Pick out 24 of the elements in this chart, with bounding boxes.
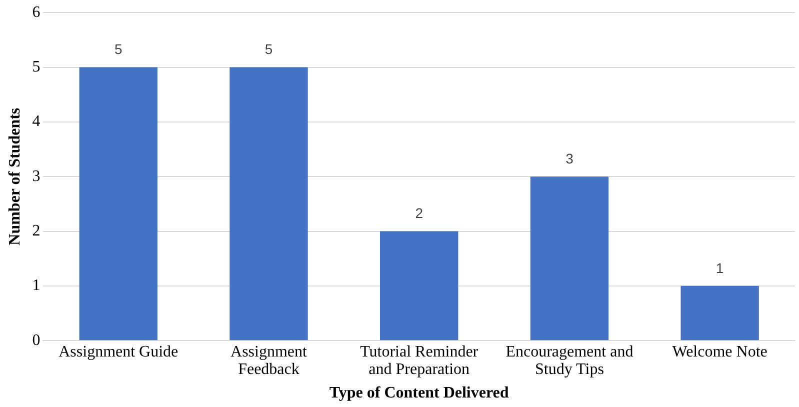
- data-label: 5: [114, 41, 122, 58]
- data-label: 1: [716, 260, 724, 276]
- y-axis-title: Number of Students: [6, 108, 24, 246]
- y-tick-label: 3: [32, 168, 40, 185]
- bar: [530, 176, 609, 340]
- x-tick-label: Welcome Note: [672, 344, 768, 361]
- data-label: 5: [264, 41, 273, 58]
- x-tick-label: Tutorial Reminder and Preparation: [360, 344, 479, 378]
- bar: [230, 67, 308, 340]
- x-tick-label: Assignment Feedback: [230, 344, 308, 378]
- y-tick-label: 2: [32, 222, 40, 240]
- bar: [380, 231, 458, 340]
- x-tick-label: Assignment Guide: [58, 344, 178, 361]
- y-tick-label: 1: [32, 277, 40, 294]
- data-label: 3: [566, 150, 574, 166]
- x-tick-label: Encouragement and Study Tips: [506, 344, 634, 378]
- bar: [79, 67, 158, 340]
- bar: [680, 286, 759, 340]
- y-tick-label: 4: [32, 113, 40, 130]
- y-tick-label: 0: [32, 332, 40, 349]
- x-axis-title: Type of Content Delivered: [329, 384, 509, 402]
- data-label: 2: [415, 205, 424, 222]
- y-tick-label: 6: [32, 4, 40, 21]
- y-tick-label: 5: [32, 58, 40, 76]
